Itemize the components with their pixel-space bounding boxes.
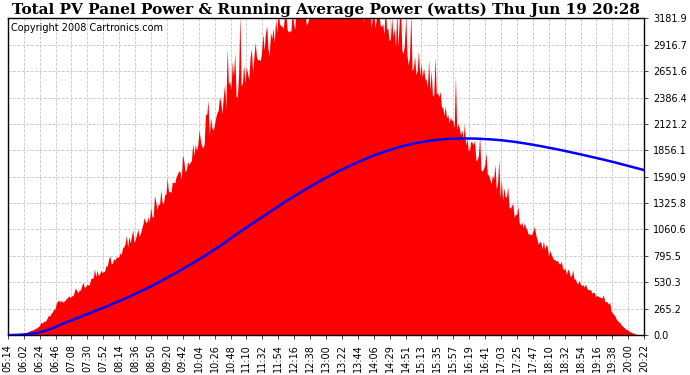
Title: Total PV Panel Power & Running Average Power (watts) Thu Jun 19 20:28: Total PV Panel Power & Running Average P… xyxy=(12,3,640,17)
Text: Copyright 2008 Cartronics.com: Copyright 2008 Cartronics.com xyxy=(11,23,163,33)
